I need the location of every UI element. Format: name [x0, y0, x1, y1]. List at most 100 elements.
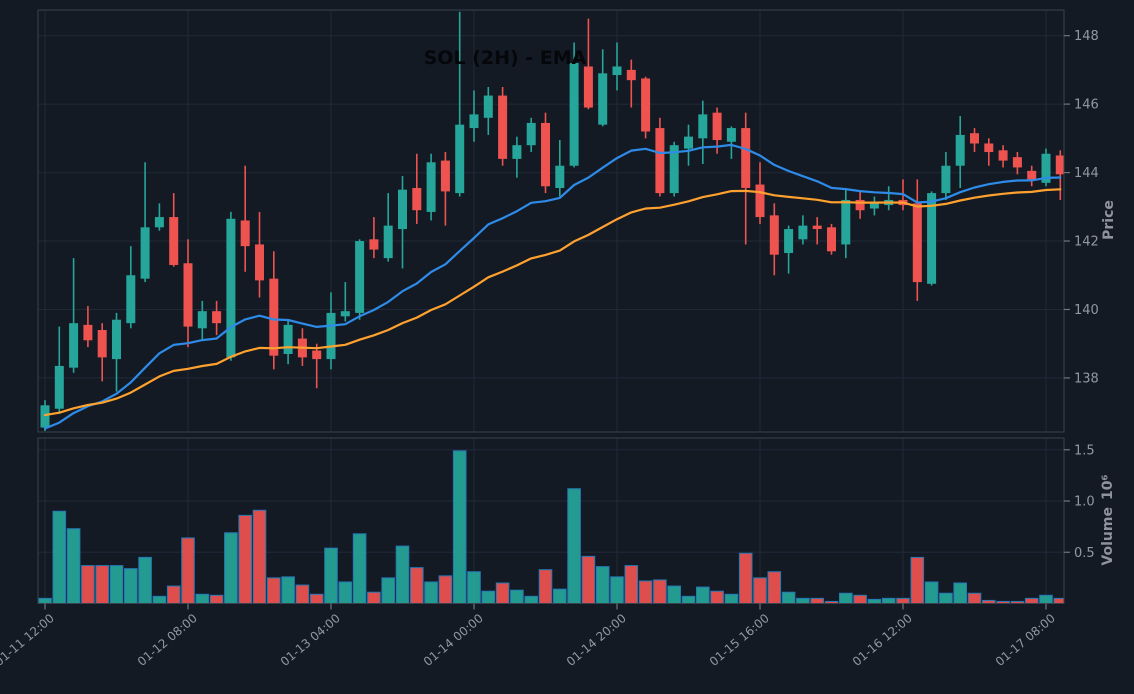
- volume-bar: [738, 552, 753, 604]
- candle-body: [398, 189, 407, 230]
- candle-body: [798, 225, 808, 240]
- candle-body: [970, 133, 979, 144]
- price-panel-border: [37, 9, 1065, 433]
- x-tick-label: 01-14 00:00: [421, 611, 486, 669]
- candle-body: [54, 365, 64, 409]
- candle-body: [412, 187, 422, 211]
- volume-tick-label: 1.5: [1074, 443, 1095, 458]
- candle-body: [483, 95, 493, 118]
- candle-body: [612, 66, 622, 76]
- candle-body: [1041, 153, 1051, 183]
- volume-bar: [896, 597, 910, 604]
- volume-bar: [953, 582, 968, 604]
- volume-bar: [967, 592, 982, 604]
- volume-bar: [839, 592, 853, 604]
- volume-bar: [481, 590, 496, 604]
- candle-body: [154, 217, 164, 228]
- price-tick-label: 148: [1074, 29, 1099, 44]
- volume-bar: [410, 567, 424, 604]
- ema-line-40: [43, 188, 1062, 417]
- volume-bars: [38, 450, 1064, 604]
- volume-bar: [510, 589, 524, 604]
- volume-bar: [567, 488, 581, 604]
- volume-bar: [338, 581, 353, 604]
- volume-bar: [81, 565, 95, 604]
- volume-bar: [252, 509, 267, 604]
- volume-bar: [152, 595, 167, 604]
- candle-body: [1027, 170, 1037, 180]
- candle-body: [240, 220, 250, 247]
- volume-bar: [52, 510, 67, 604]
- volume-bar: [1039, 594, 1053, 604]
- volume-bar: [595, 566, 610, 604]
- volume-tick-label: 1.0: [1074, 495, 1095, 510]
- candle-body: [755, 184, 765, 218]
- candle-body: [927, 193, 937, 284]
- x-tick-label: 01-13 04:00: [278, 611, 343, 669]
- candle-body: [869, 203, 879, 209]
- candle-body: [855, 199, 865, 211]
- volume-bar: [1024, 597, 1039, 604]
- volume-bar: [352, 533, 367, 604]
- candle-body: [984, 143, 994, 153]
- volume-bar: [138, 556, 152, 604]
- ema-lines: [43, 143, 1062, 430]
- volume-bar: [681, 595, 696, 604]
- volume-bar: [495, 582, 510, 604]
- price-tick-label: 146: [1074, 98, 1099, 113]
- ema-line-20: [43, 143, 1062, 430]
- volume-bar: [195, 593, 210, 604]
- candle-body: [498, 95, 508, 159]
- candle-body: [440, 160, 450, 192]
- candle-body: [112, 319, 121, 360]
- candles: [40, 11, 1064, 431]
- candle-body: [326, 312, 336, 360]
- volume-bar: [867, 598, 882, 604]
- volume-bar: [767, 571, 782, 604]
- candle-body: [197, 311, 207, 329]
- volume-bar: [467, 571, 481, 604]
- volume-bar: [653, 579, 667, 604]
- candle-body: [598, 73, 608, 125]
- volume-bar: [753, 577, 767, 604]
- volume-bar: [424, 581, 438, 604]
- candle-body: [541, 122, 550, 187]
- volume-bar: [381, 577, 395, 604]
- volume-bar: [524, 595, 539, 604]
- volume-bar: [924, 581, 939, 604]
- volume-bar: [910, 556, 925, 604]
- volume-bar: [224, 532, 238, 604]
- candle-body: [655, 128, 665, 194]
- volume-bar: [281, 576, 295, 604]
- candle-body: [212, 311, 222, 324]
- candle-body: [426, 162, 436, 212]
- volume-bar: [1053, 597, 1064, 604]
- candle-body: [455, 124, 465, 194]
- volume-axis-exponent: 10⁶: [1100, 474, 1116, 500]
- candle-body: [626, 69, 636, 81]
- volume-bar: [581, 555, 596, 604]
- x-tick-label: 01-17 08:00: [993, 611, 1058, 669]
- candle-body: [555, 165, 565, 188]
- volume-bar: [367, 591, 381, 604]
- candle-body: [698, 114, 708, 139]
- volume-bar: [66, 528, 81, 604]
- volume-axis-label-text: Volume: [1100, 507, 1116, 566]
- candle-body: [827, 227, 836, 252]
- volume-bar: [810, 597, 825, 604]
- candle-body: [812, 225, 822, 230]
- volume-bar: [538, 569, 553, 604]
- candle-body: [40, 405, 50, 428]
- volume-bar: [781, 591, 796, 604]
- candle-body: [512, 145, 522, 159]
- x-tick-label: 01-15 16:00: [707, 611, 772, 669]
- volume-bar: [166, 585, 181, 604]
- chart-title: SOL (2H) - EMA: [424, 47, 587, 69]
- candle-body: [355, 241, 365, 313]
- candle-body: [340, 311, 350, 317]
- volume-bar: [796, 597, 810, 604]
- candle-body: [641, 78, 651, 132]
- candle-body: [140, 227, 150, 279]
- volume-bar: [38, 597, 52, 604]
